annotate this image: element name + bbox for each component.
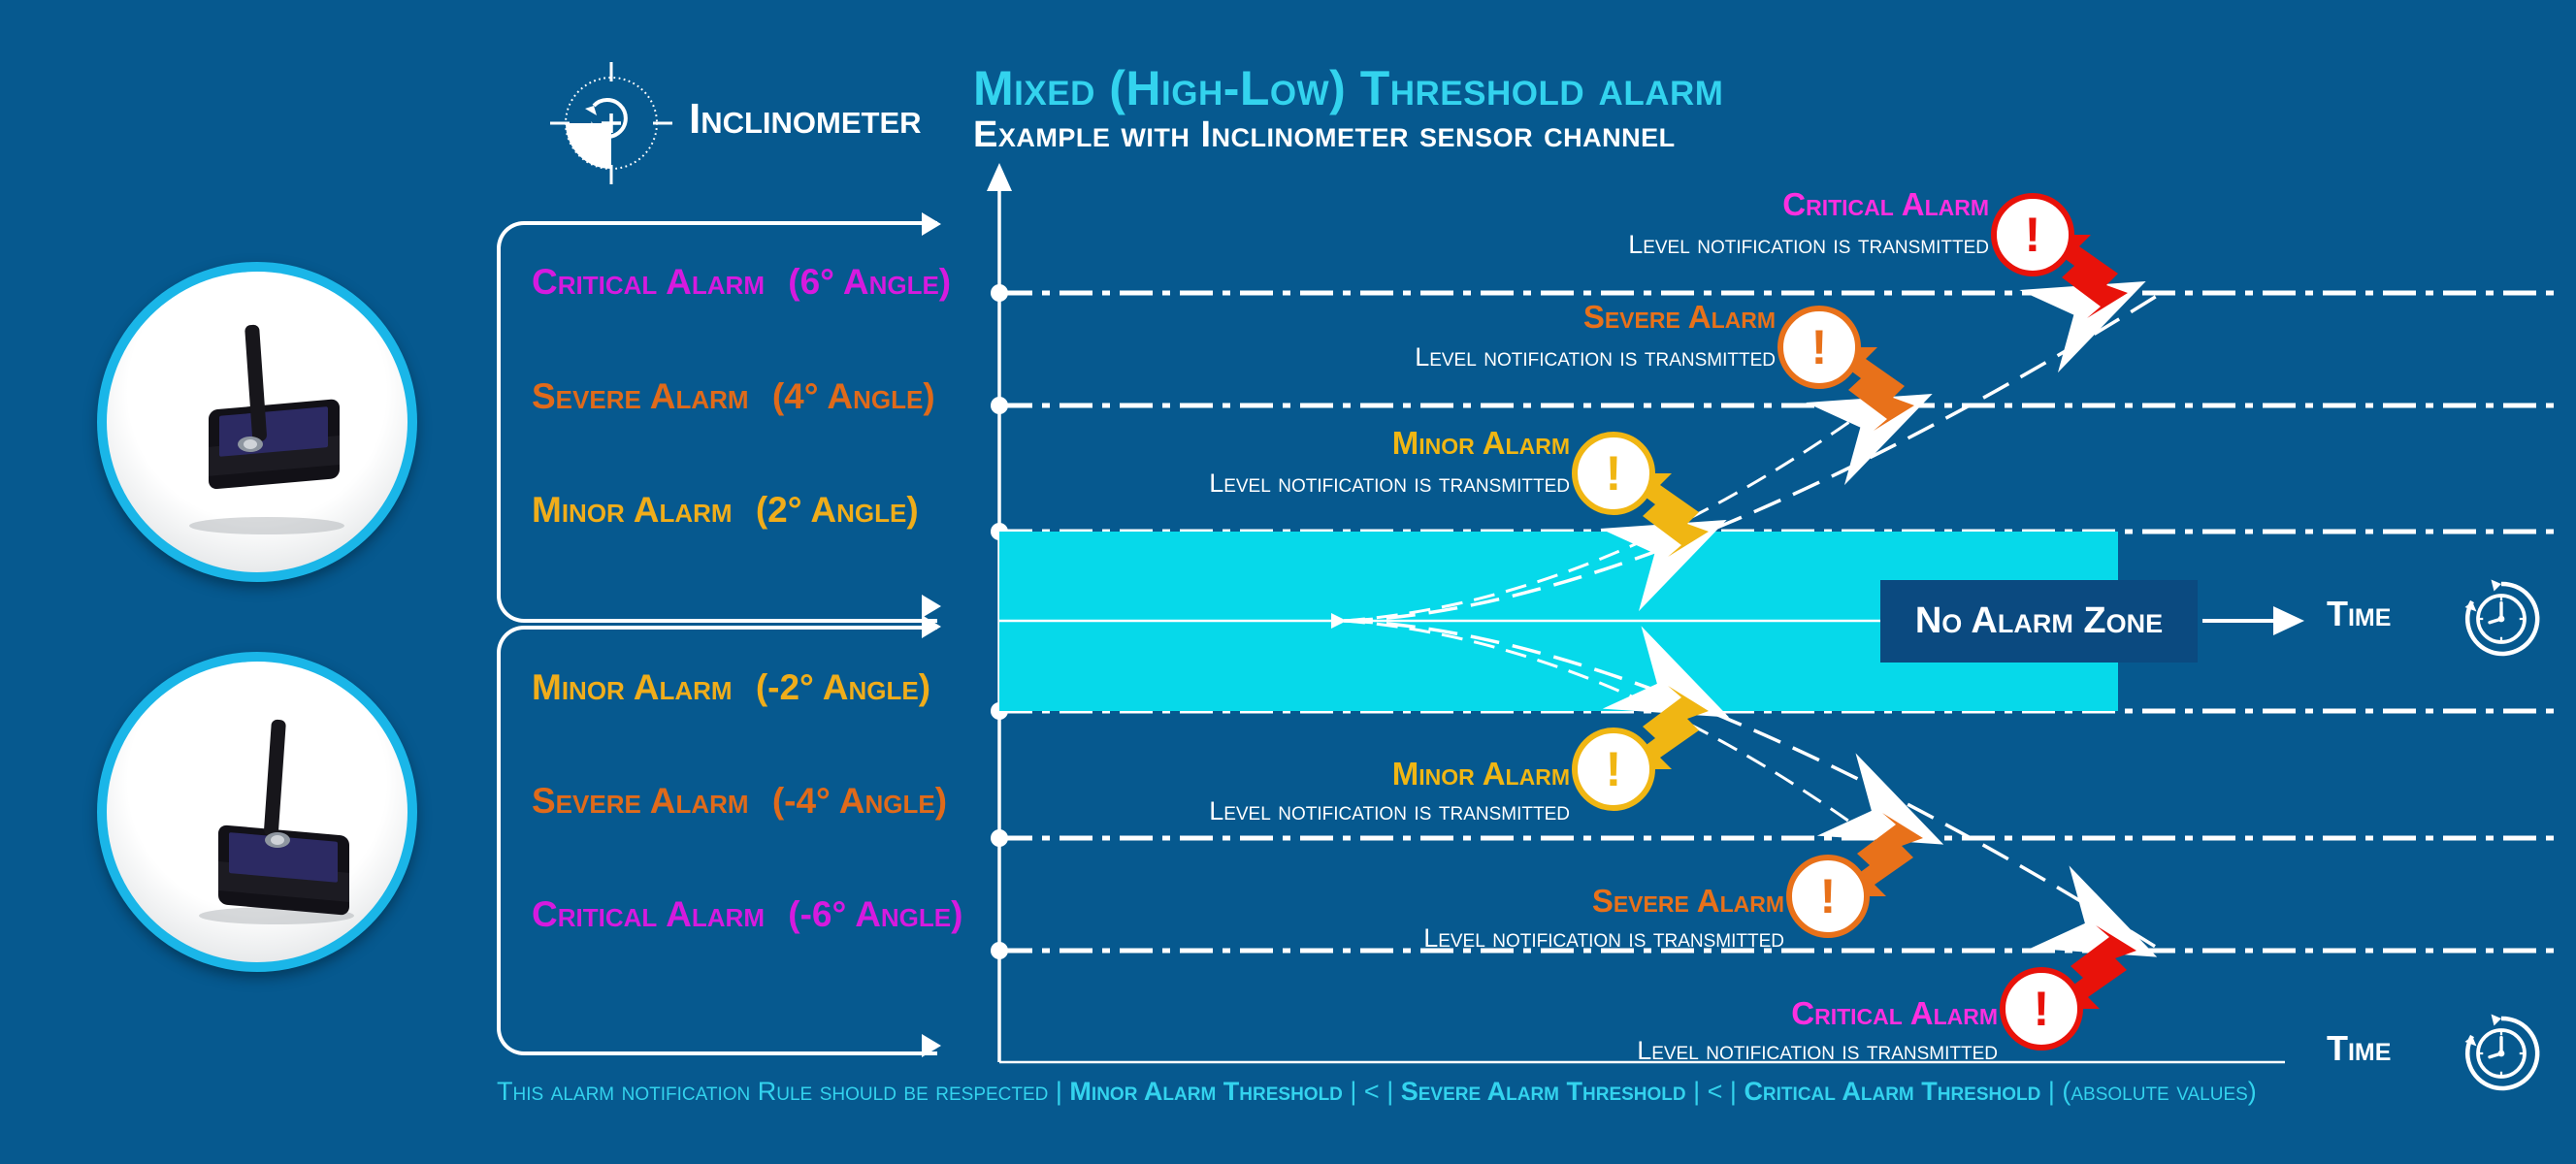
svg-text:!: !: [1820, 869, 1837, 923]
svg-text:!: !: [2025, 208, 2041, 262]
svg-text:!: !: [1606, 446, 1622, 501]
svg-text:!: !: [1606, 742, 1622, 796]
svg-text:!: !: [1811, 320, 1828, 374]
svg-text:!: !: [2034, 982, 2050, 1036]
